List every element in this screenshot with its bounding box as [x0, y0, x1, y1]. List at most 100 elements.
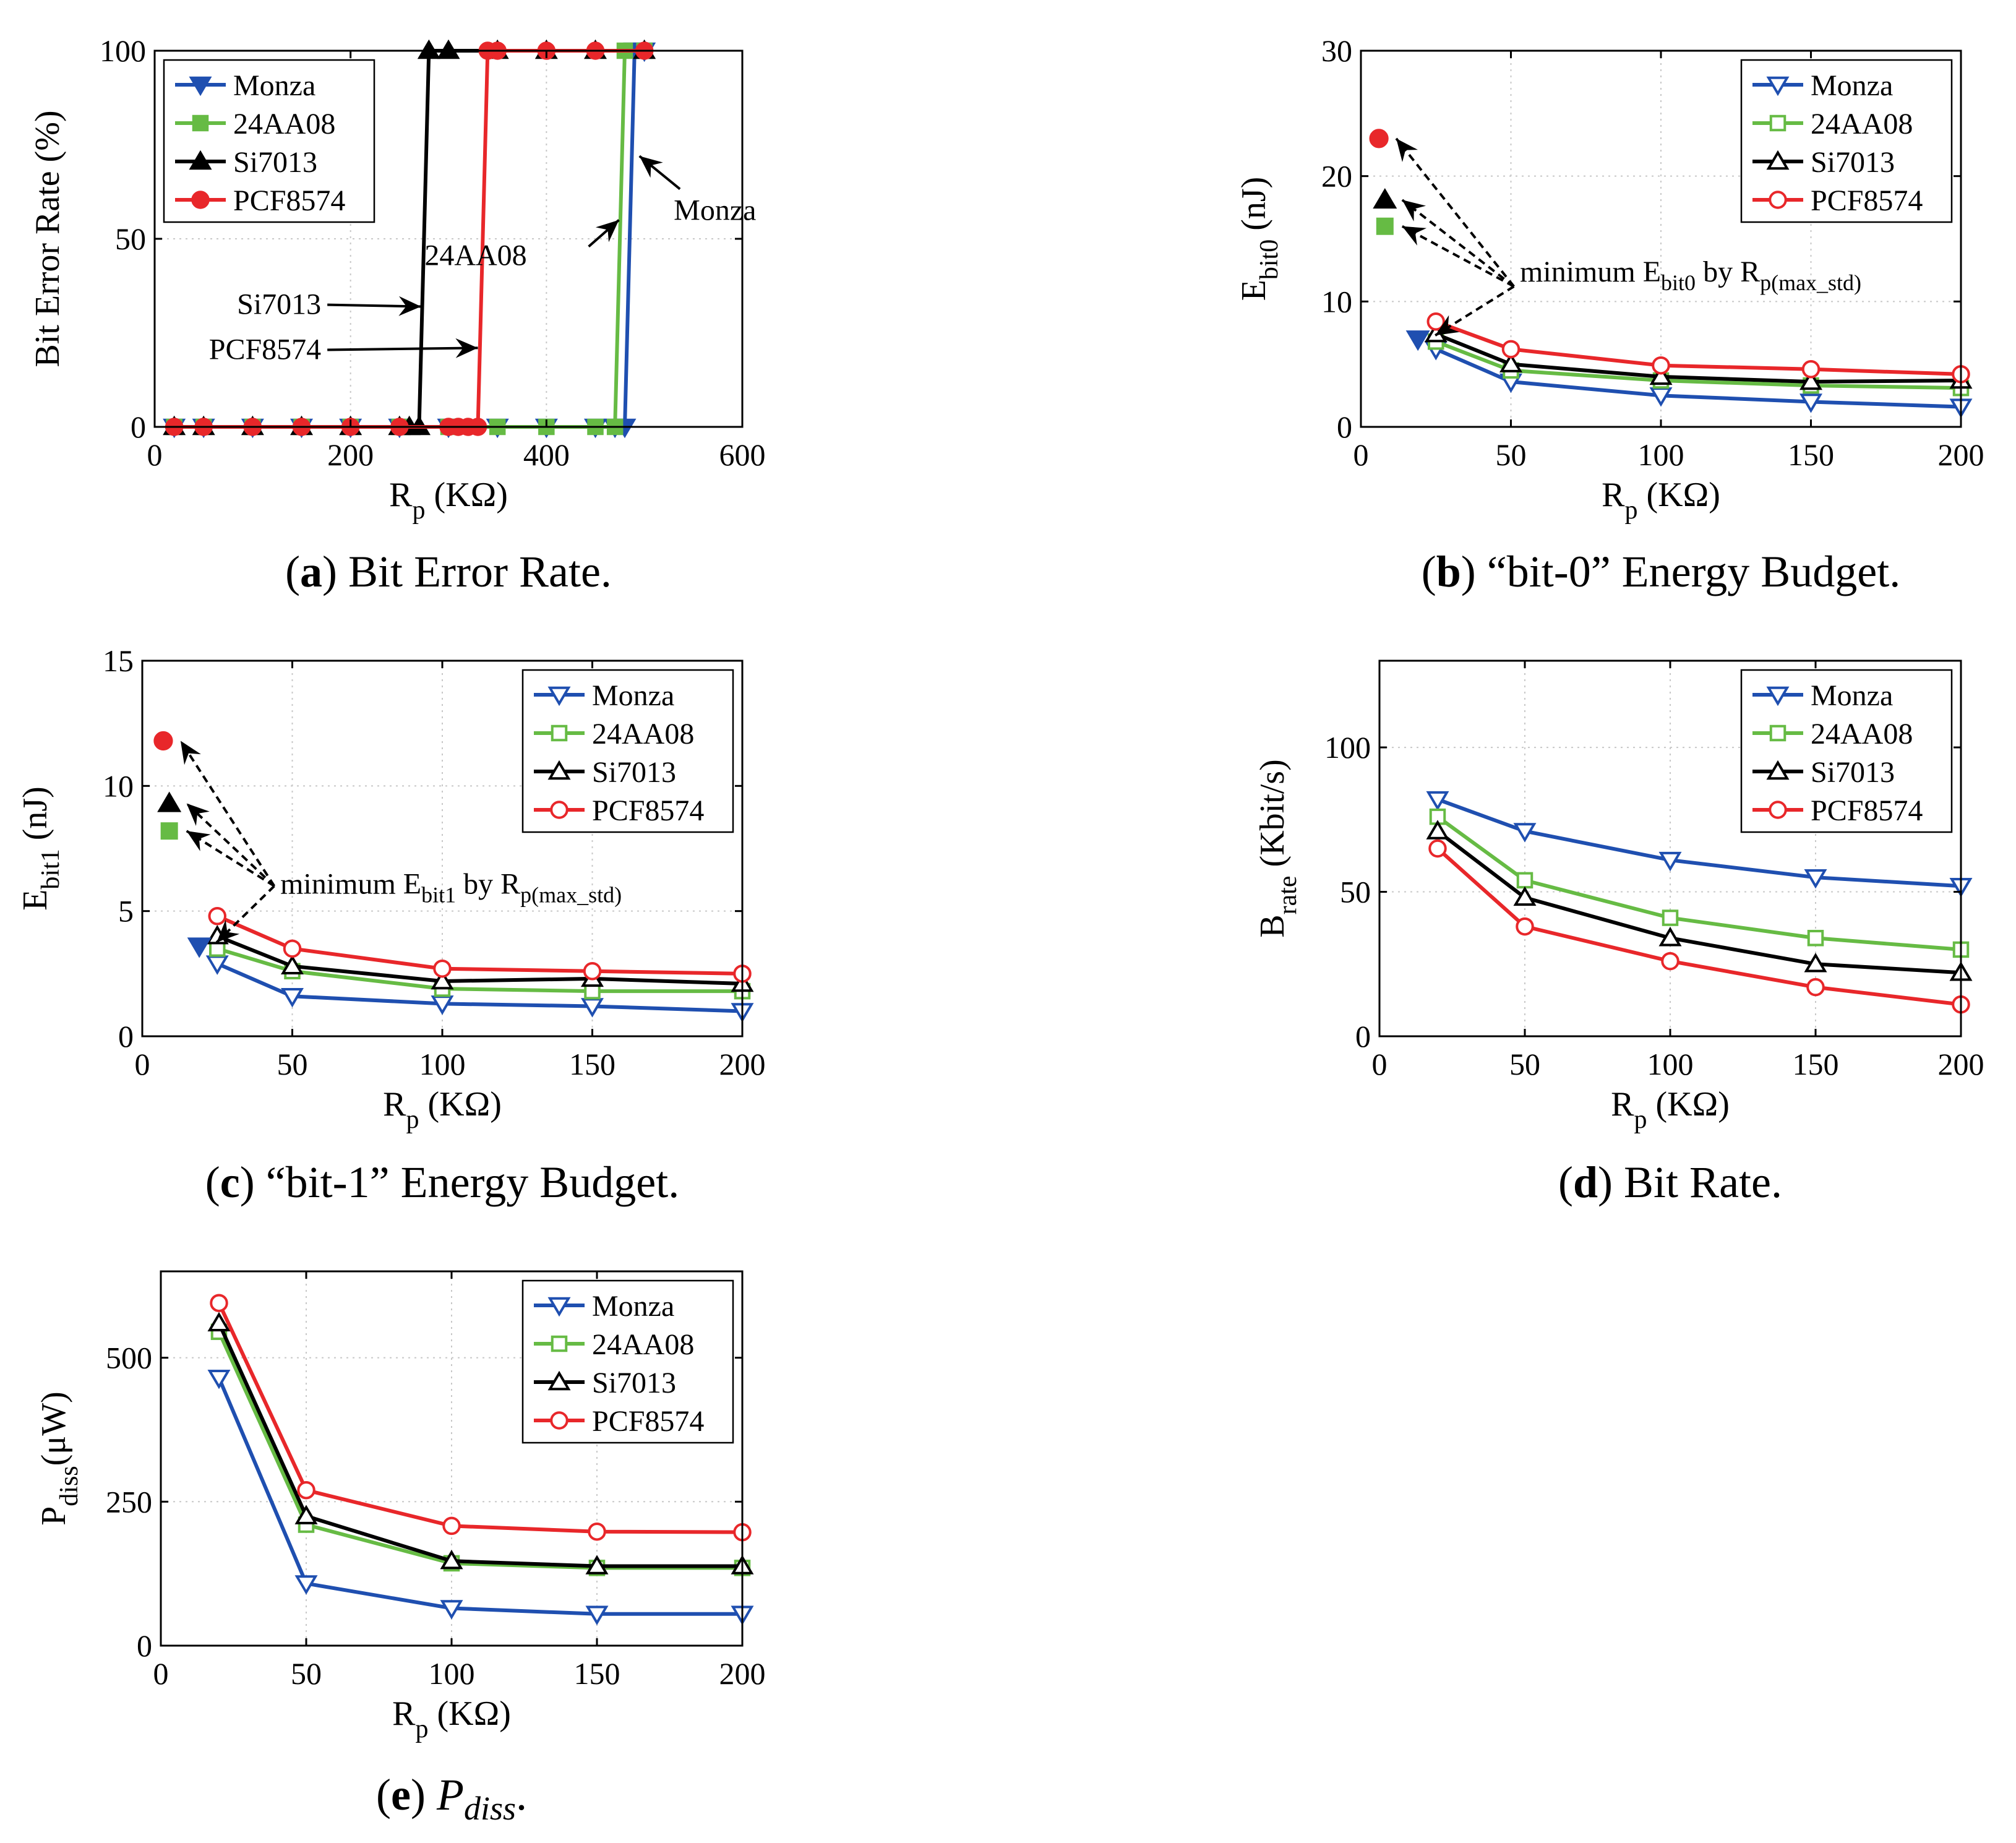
annotation-Monza: Monza	[638, 155, 756, 227]
data-point-Monza	[440, 1600, 463, 1620]
legend-marker-Si7013	[547, 760, 571, 780]
data-point-PCF8574	[297, 1480, 315, 1500]
data-point-PCF8574	[442, 1516, 461, 1536]
legend-label-Si7013: Si7013	[592, 1367, 676, 1399]
legend-label-Si7013: Si7013	[1811, 756, 1895, 789]
legend: Monza 24AA08 Si7013 PCF8574	[163, 59, 375, 223]
series-24AA08	[1429, 808, 1970, 958]
series-PCF8574	[1428, 839, 1970, 1014]
annotation-min-label: minimum Ebit1 by Rp(max_std)	[280, 867, 622, 907]
legend-label-PCF8574: PCF8574	[1811, 794, 1923, 827]
data-point-24AA08	[1516, 872, 1533, 889]
annotation-arrow	[638, 155, 681, 191]
data-point-PCF8574	[433, 959, 452, 978]
legend-label-Si7013: Si7013	[1811, 146, 1895, 179]
x-tick-label: 50	[1509, 1047, 1540, 1081]
data-point-Monza	[281, 988, 304, 1008]
data-point-Monza	[1658, 851, 1682, 872]
min-arrow-Monza	[215, 885, 275, 943]
min-arrow-PCF8574	[179, 740, 276, 887]
series-Si7013	[207, 1312, 754, 1574]
data-point-PCF8574	[1806, 977, 1825, 997]
caption-e: (e) Pdiss.	[376, 1770, 527, 1827]
x-tick-label: 150	[1793, 1047, 1839, 1081]
data-point-PCF8574	[1501, 340, 1521, 359]
legend-marker-PCF8574	[1769, 191, 1787, 209]
legend-marker-Monza	[1766, 76, 1790, 97]
min-point-Si7013	[157, 791, 182, 812]
caption-a: (a) Bit Error Rate.	[285, 547, 612, 596]
legend-marker-Monza	[547, 686, 571, 707]
data-point-Si7013	[1649, 365, 1673, 385]
annotation-text: PCF8574	[209, 333, 321, 366]
x-tick-label: 100	[419, 1047, 466, 1081]
x-tick-label: 150	[569, 1047, 616, 1081]
y-tick-label: 10	[1321, 284, 1352, 319]
legend-label-Si7013: Si7013	[592, 756, 676, 789]
legend-label-Monza: Monza	[233, 69, 315, 102]
y-tick-label: 30	[1321, 33, 1352, 68]
data-point-Si7013	[1804, 953, 1827, 973]
data-point-Monza	[1799, 393, 1822, 413]
series-PCF8574	[208, 907, 752, 983]
legend-marker-Monza	[1766, 686, 1790, 707]
min-arrow-24AA08	[1401, 225, 1515, 288]
data-point-Si7013	[1426, 820, 1449, 840]
y-tick-label: 100	[1324, 730, 1371, 765]
x-tick-label: 50	[291, 1656, 322, 1691]
legend-marker-PCF8574	[550, 1411, 568, 1430]
y-tick-label: 0	[1355, 1019, 1371, 1054]
x-tick-label: 100	[1638, 437, 1684, 472]
data-point-Monza	[207, 1369, 231, 1390]
data-point-Si7013	[207, 1312, 231, 1332]
legend: Monza 24AA08 Si7013 PCF8574	[521, 669, 734, 833]
x-tick-label: 0	[147, 437, 163, 472]
legend-label-24AA08: 24AA08	[1811, 718, 1913, 750]
legend-marker-Monza	[547, 1297, 571, 1317]
legend: Monza 24AA08 Si7013 PCF8574	[1740, 59, 1953, 223]
data-point-Si7013	[585, 1555, 609, 1574]
annotation-Si7013: Si7013	[237, 288, 421, 321]
legend-marker-PCF8574	[1769, 801, 1787, 819]
data-point-Si7013	[1513, 886, 1537, 906]
legend-marker-Si7013	[1766, 150, 1790, 170]
y-tick-label: 0	[118, 1019, 134, 1054]
data-point-Monza	[1426, 791, 1449, 811]
chart-d: 0 50 100 150 200 0 50 100 Rp (KΩ) Brate (Kbit/s) M…	[1253, 659, 1984, 1134]
x-tick-label: 200	[719, 1656, 766, 1691]
min-arrow-Si7013	[186, 802, 275, 887]
data-point-Monza	[294, 1575, 318, 1595]
legend-label-PCF8574: PCF8574	[233, 184, 345, 217]
x-axis-label: Rp (KΩ)	[389, 476, 508, 525]
y-axis-label: Pdiss(μW)	[35, 1391, 84, 1526]
legend-label-PCF8574: PCF8574	[592, 1405, 704, 1438]
data-point-PCF8574	[210, 1294, 228, 1312]
data-point-PCF8574	[588, 1522, 606, 1541]
caption-d: (d) Bit Rate.	[1558, 1158, 1782, 1207]
chart-c: 0 50 100 150 200 0 5 10 15 Rp (KΩ) Ebit1 (nJ) Monza…	[16, 643, 766, 1134]
x-tick-label: 100	[429, 1656, 475, 1691]
x-tick-label: 150	[574, 1656, 620, 1691]
annotation-min-label: minimum Ebit0 by Rp(max_std)	[1520, 256, 1861, 295]
legend: Monza 24AA08 Si7013 PCF8574	[1740, 669, 1953, 833]
x-axis-label: Rp (KΩ)	[1602, 476, 1720, 525]
data-point-PCF8574	[1516, 917, 1534, 936]
y-tick-label: 0	[131, 410, 146, 444]
data-point-Si7013	[440, 1549, 463, 1570]
min-point-24AA08	[1376, 217, 1394, 235]
x-axis-label: Rp (KΩ)	[392, 1695, 511, 1743]
legend-label-24AA08: 24AA08	[592, 1328, 694, 1361]
y-tick-label: 0	[137, 1628, 152, 1663]
min-arrow-Si7013	[1401, 199, 1515, 288]
y-axis-label: Ebit0 (nJ)	[1235, 177, 1284, 301]
series-Monza	[207, 1369, 754, 1626]
min-point-Monza	[187, 937, 212, 958]
annotation-text: Si7013	[237, 288, 321, 321]
y-tick-label: 50	[115, 221, 146, 256]
legend-label-Monza: Monza	[592, 679, 674, 712]
data-point-PCF8574	[208, 907, 226, 926]
legend-marker-Si7013	[1766, 760, 1790, 780]
y-axis-label: Brate (Kbit/s)	[1253, 759, 1302, 938]
x-tick-label: 50	[1496, 437, 1527, 472]
